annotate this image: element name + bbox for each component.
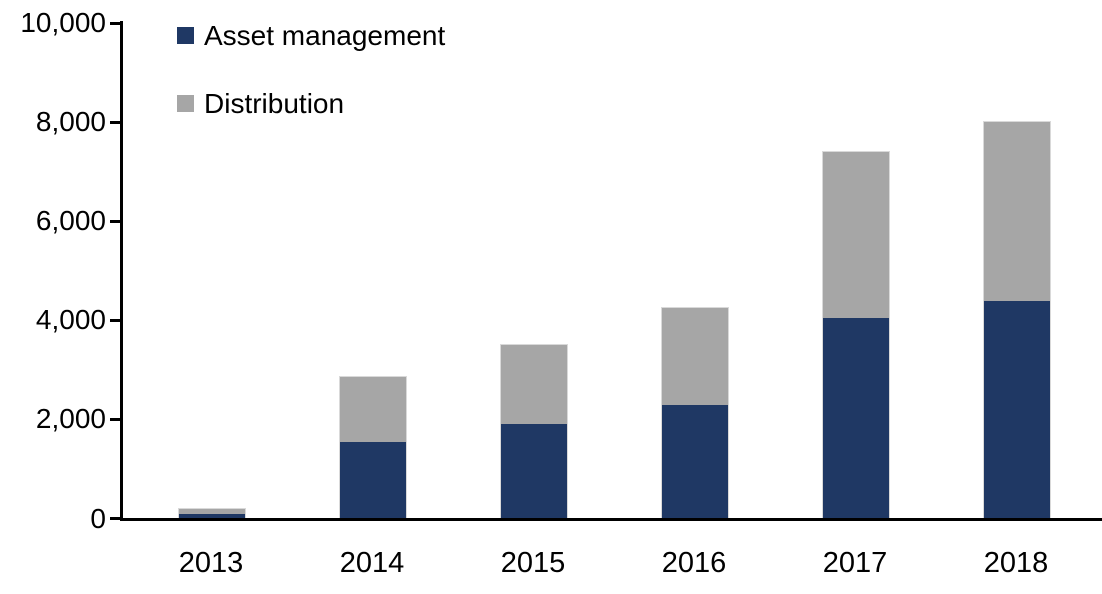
- y-tick-label: 6,000: [35, 205, 106, 237]
- bar-segment-asset-management: [984, 300, 1050, 519]
- bar-stack: [983, 121, 1051, 519]
- bar-segment-distribution: [823, 151, 889, 318]
- bar-segment-distribution: [501, 345, 567, 425]
- bar-stack: [339, 376, 407, 519]
- bar-segment-asset-management: [501, 424, 567, 519]
- y-tick-label: 10,000: [20, 7, 106, 38]
- x-axis-line: [120, 518, 1102, 521]
- bar-segment-asset-management: [823, 317, 889, 519]
- y-tick: [110, 318, 121, 322]
- legend-label-distribution: Distribution: [204, 88, 345, 119]
- bar-segment-asset-management: [662, 404, 728, 519]
- bar-segment-distribution: [984, 122, 1050, 301]
- legend-label-asset-management: Asset management: [204, 20, 446, 51]
- y-tick: [110, 21, 121, 25]
- legend-swatch-asset-management: [177, 27, 194, 44]
- y-tick: [110, 120, 121, 124]
- bar-stack: [500, 344, 568, 519]
- bar-segment-distribution: [340, 377, 406, 442]
- bar-segment-distribution: [179, 508, 245, 514]
- y-tick: [110, 517, 121, 520]
- bar-stack: [661, 306, 729, 519]
- legend-swatch-distribution: [177, 95, 194, 112]
- y-tick-label: 2,000: [35, 403, 106, 435]
- bar-stack: [822, 150, 890, 519]
- bar-stack: [178, 507, 246, 519]
- bar-segment-asset-management: [179, 513, 245, 519]
- x-axis-label: 2013: [178, 547, 244, 579]
- x-axis-label: 2014: [339, 547, 405, 579]
- y-tick: [110, 417, 121, 421]
- bar-segment-asset-management: [340, 441, 406, 519]
- y-tick-label: 4,000: [35, 304, 106, 336]
- x-axis-label: 2016: [661, 547, 727, 579]
- legend-item-asset-management: Asset management: [177, 19, 445, 52]
- x-axis-label: 2018: [983, 547, 1049, 579]
- legend-item-distribution: Distribution: [177, 87, 344, 120]
- x-axis-label: 2015: [500, 547, 566, 579]
- y-axis-line: [120, 21, 123, 521]
- y-tick: [110, 219, 121, 223]
- x-axis-label: 2017: [822, 547, 888, 579]
- y-tick-label: 0: [90, 502, 106, 534]
- bar-segment-distribution: [662, 307, 728, 405]
- y-tick-label: 8,000: [35, 106, 106, 138]
